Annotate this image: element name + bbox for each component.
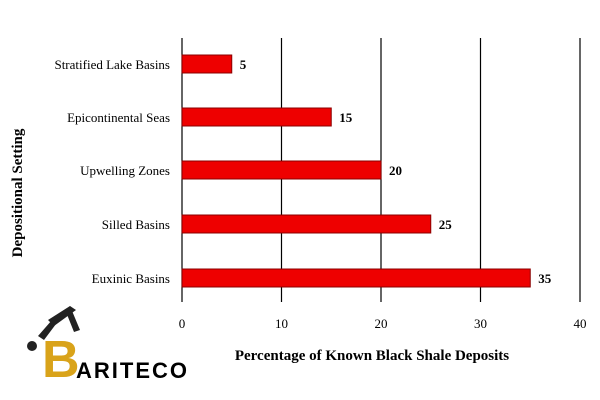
- category-label: Euxinic Basins: [92, 271, 170, 286]
- data-labels: 5 15 20 25 35: [240, 57, 552, 286]
- category-label: Upwelling Zones: [80, 163, 170, 178]
- category-label: Epicontinental Seas: [67, 110, 170, 125]
- bar: [181, 107, 332, 127]
- x-tick-label: 10: [275, 316, 288, 331]
- x-tick-label: 40: [574, 316, 587, 331]
- logo-letter: B: [42, 331, 80, 389]
- category-label: Stratified Lake Basins: [54, 57, 170, 72]
- x-tick-label: 30: [474, 316, 487, 331]
- category-labels: Stratified Lake Basins Epicontinental Sea…: [54, 57, 170, 286]
- excavator-arm-icon: [27, 306, 80, 351]
- logo-text: ARITECO: [76, 358, 189, 383]
- x-tick-label: 20: [375, 316, 388, 331]
- y-axis-title: Depositional Setting: [10, 128, 26, 257]
- category-label: Silled Basins: [102, 217, 170, 232]
- bariteco-logo: B ARITECO: [18, 306, 187, 396]
- x-tick-labels: 0 10 20 30 40: [179, 316, 587, 331]
- bar: [181, 54, 233, 74]
- data-label: 20: [389, 163, 402, 178]
- bar: [181, 214, 432, 234]
- bar: [181, 268, 531, 288]
- data-label: 5: [240, 57, 247, 72]
- bars: [181, 54, 531, 288]
- data-label: 35: [538, 271, 552, 286]
- data-label: 15: [339, 110, 353, 125]
- x-axis-title: Percentage of Known Black Shale Deposits: [235, 348, 509, 364]
- data-label: 25: [439, 217, 453, 232]
- x-tick-label: 0: [179, 316, 186, 331]
- bar: [181, 160, 382, 180]
